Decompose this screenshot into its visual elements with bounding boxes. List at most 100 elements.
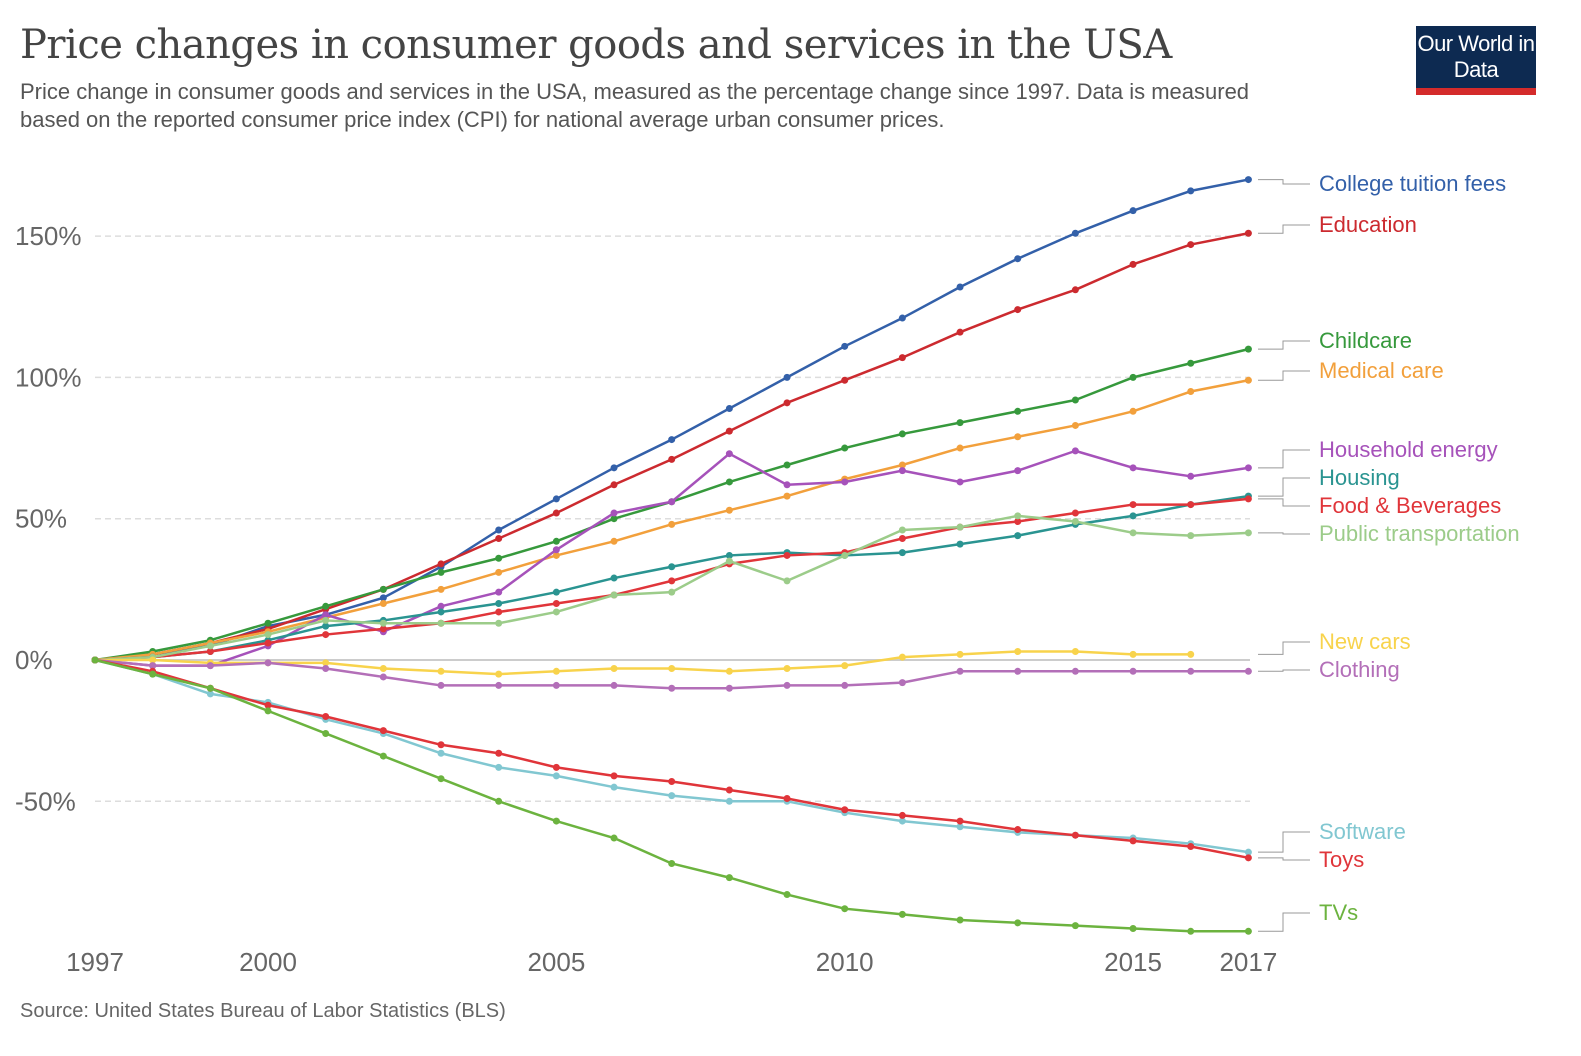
data-point [495, 763, 503, 771]
data-point [1014, 306, 1022, 314]
data-point [437, 585, 445, 593]
data-point [552, 817, 560, 825]
data-point [956, 823, 964, 831]
data-point [1244, 927, 1252, 935]
data-point [668, 577, 676, 585]
data-point [956, 444, 964, 452]
label-connector [1258, 179, 1310, 185]
data-point [1129, 501, 1137, 509]
series-education: Education [91, 212, 1417, 664]
data-point [1071, 421, 1079, 429]
chart-title: Price changes in consumer goods and serv… [20, 22, 1172, 68]
data-point [1129, 373, 1137, 381]
data-point [1244, 529, 1252, 537]
data-point [841, 551, 849, 559]
data-point [206, 662, 214, 670]
data-point [495, 608, 503, 616]
data-point [1071, 831, 1079, 839]
data-point [610, 515, 618, 523]
data-point [552, 763, 560, 771]
data-point [495, 670, 503, 678]
owid-logo[interactable]: Our World in Data [1416, 26, 1536, 95]
data-point [1014, 648, 1022, 656]
data-point [1187, 667, 1195, 675]
series-line [94, 178, 1249, 662]
data-point [668, 664, 676, 672]
data-point [783, 551, 791, 559]
data-point [1129, 650, 1137, 658]
x-tick-label: 2000 [239, 947, 297, 977]
x-tick-label: 1997 [66, 947, 124, 977]
data-point [725, 786, 733, 794]
y-tick-label: -50% [15, 786, 76, 816]
data-point [1187, 388, 1195, 396]
label-connector [1258, 477, 1310, 497]
data-point [379, 619, 387, 627]
data-point [1244, 176, 1252, 184]
data-point [898, 430, 906, 438]
data-point [264, 659, 272, 667]
data-point [610, 591, 618, 599]
data-point [841, 444, 849, 452]
data-point [668, 792, 676, 800]
source-note: Source: United States Bureau of Labor St… [20, 1000, 506, 1022]
data-point [841, 376, 849, 384]
data-point [552, 551, 560, 559]
data-point [322, 611, 330, 619]
data-point [783, 794, 791, 802]
series-label: Software [1319, 819, 1406, 844]
data-point [495, 568, 503, 576]
series-line [94, 232, 1249, 662]
data-point [552, 667, 560, 675]
data-point [552, 537, 560, 545]
data-point [1014, 467, 1022, 475]
data-point [91, 656, 99, 664]
data-point [379, 664, 387, 672]
data-point [437, 602, 445, 610]
data-point [725, 478, 733, 486]
data-point [264, 707, 272, 715]
data-point [1129, 529, 1137, 537]
data-point [898, 653, 906, 661]
data-point [783, 399, 791, 407]
data-point [1129, 837, 1137, 845]
x-tick-label: 2015 [1104, 947, 1162, 977]
data-point [437, 775, 445, 783]
data-point [1129, 667, 1137, 675]
series-toys: Toys [91, 656, 1364, 872]
data-point [1187, 843, 1195, 851]
data-point [322, 631, 330, 639]
label-connector [1258, 641, 1310, 655]
label-connector [1258, 912, 1310, 932]
data-point [841, 806, 849, 814]
data-point [322, 729, 330, 737]
data-point [1071, 922, 1079, 930]
data-point [668, 778, 676, 786]
data-point [956, 419, 964, 427]
data-point [610, 681, 618, 689]
data-point [1014, 532, 1022, 540]
data-point [149, 662, 157, 670]
data-point [783, 577, 791, 585]
data-point [783, 891, 791, 899]
data-point [668, 684, 676, 692]
data-point [1129, 464, 1137, 472]
data-point [898, 910, 906, 918]
data-point [552, 599, 560, 607]
data-point [898, 354, 906, 362]
data-point [783, 461, 791, 469]
data-point [898, 811, 906, 819]
data-point [1071, 396, 1079, 404]
data-point [1071, 447, 1079, 455]
data-point [898, 314, 906, 322]
data-point [668, 859, 676, 867]
data-point [149, 670, 157, 678]
data-point [610, 772, 618, 780]
data-point [1187, 241, 1195, 249]
series-label: Clothing [1319, 657, 1400, 682]
data-point [956, 283, 964, 291]
series-label: Household energy [1319, 437, 1498, 462]
data-point [495, 749, 503, 757]
data-point [898, 461, 906, 469]
data-point [841, 681, 849, 689]
